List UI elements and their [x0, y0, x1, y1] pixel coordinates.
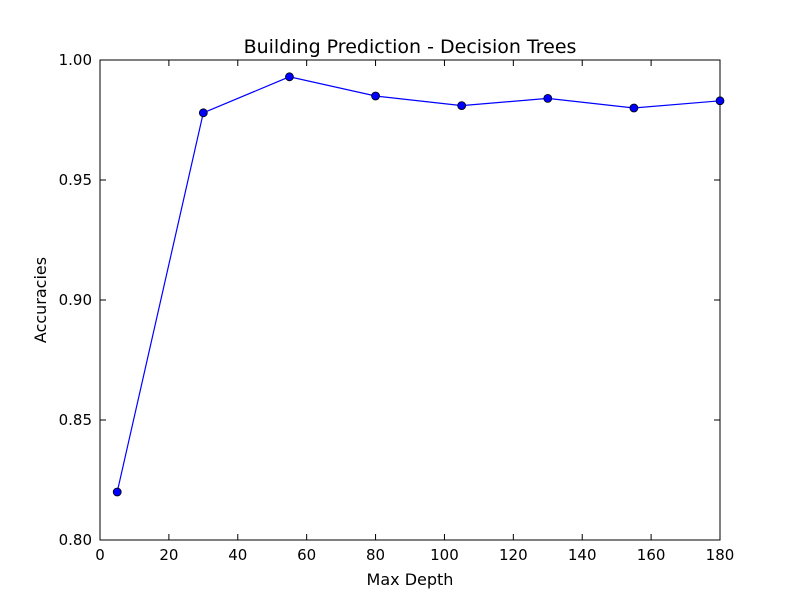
x-tick-label: 160 [637, 546, 666, 564]
x-tick-label: 60 [297, 546, 316, 564]
y-tick-label: 1.00 [59, 51, 92, 69]
data-point [198, 108, 208, 118]
x-tick-label: 180 [706, 546, 735, 564]
x-axis-ticks: 0 20 40 60 80 100 120 140 160 180 [95, 60, 734, 564]
data-point [629, 103, 639, 113]
x-tick-label: 140 [568, 546, 597, 564]
series-layer [112, 72, 725, 497]
x-tick-label: 20 [159, 546, 178, 564]
x-tick-label: 120 [499, 546, 528, 564]
y-tick-label: 0.85 [59, 411, 92, 429]
y-tick-label: 0.95 [59, 171, 92, 189]
data-point [715, 96, 725, 106]
plot-frame [99, 59, 721, 541]
data-point [285, 72, 294, 82]
data-point [112, 487, 122, 497]
plot-area [99, 59, 721, 541]
x-tick-label: 40 [228, 546, 247, 564]
y-axis-label: Accuracies [31, 257, 50, 343]
data-point [543, 94, 553, 103]
x-tick-label: 100 [430, 546, 459, 564]
x-tick-label: 0 [95, 546, 105, 564]
x-axis-label: Max Depth [367, 570, 454, 589]
data-point [457, 101, 467, 110]
chart-title: Building Prediction - Decision Trees [244, 36, 577, 58]
y-tick-label: 0.80 [59, 531, 92, 549]
y-tick-label: 0.90 [59, 291, 92, 309]
y-axis-ticks: 0.80 0.85 0.90 0.95 1.00 [59, 51, 720, 549]
data-point [371, 91, 380, 101]
x-tick-label: 80 [366, 546, 385, 564]
series-line [116, 76, 721, 493]
